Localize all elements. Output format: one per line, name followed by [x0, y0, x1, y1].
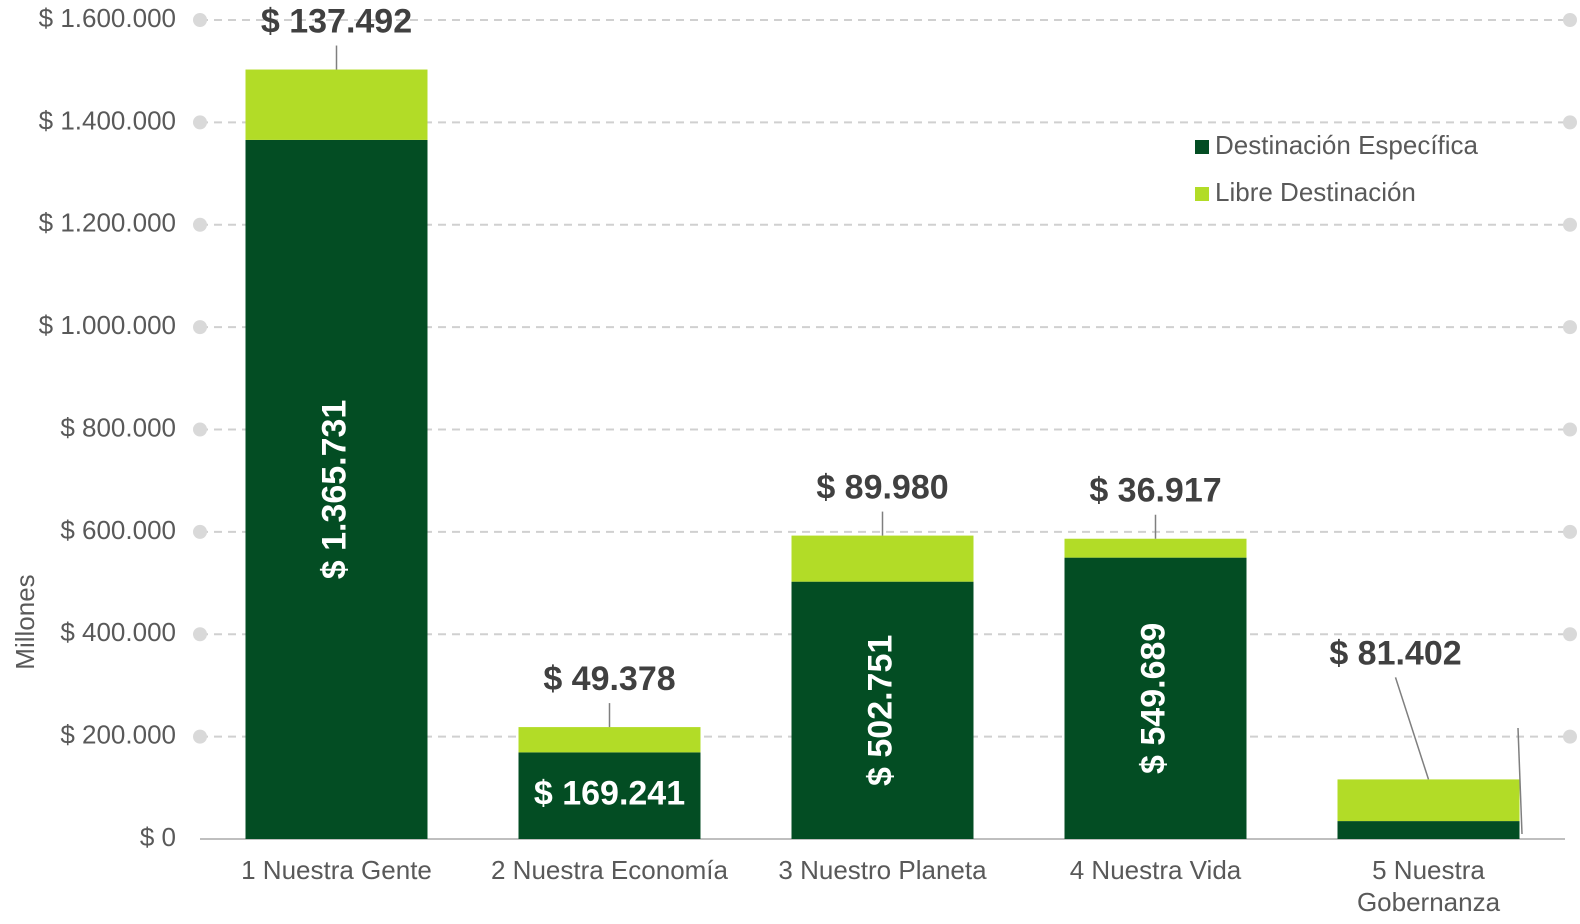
- y-tick-label: $ 0: [140, 822, 176, 852]
- grid-dot: [193, 320, 207, 335]
- y-tick-label: $ 400.000: [60, 617, 176, 647]
- leader-line: [1517, 727, 1523, 835]
- grid-dot: [1563, 524, 1577, 539]
- grid-dot: [1563, 217, 1577, 232]
- y-tick-label: $ 800.000: [60, 412, 176, 442]
- grid-dot: [193, 422, 207, 437]
- x-tick-label: 5 Nuestra Gobernanza: [1357, 855, 1501, 917]
- bar-segment: [1337, 779, 1520, 822]
- data-label: $ 549.689: [1134, 623, 1172, 774]
- y-axis-title: Millones: [10, 574, 40, 669]
- bar-segment: [791, 581, 974, 839]
- legend-label: Destinación Específica: [1215, 130, 1479, 160]
- data-label: $ 137.492: [261, 3, 412, 41]
- grid-dot: [1563, 13, 1577, 27]
- y-tick-label: $ 200.000: [60, 720, 176, 750]
- y-tick-label: $ 1.200.000: [39, 208, 176, 238]
- legend-swatch: [1195, 187, 1209, 201]
- bar-segment: [791, 535, 974, 582]
- grid-dot: [1563, 115, 1577, 130]
- grid-dot: [1563, 422, 1577, 437]
- bar-segment: [245, 69, 428, 140]
- x-tick-label: 3 Nuestro Planeta: [778, 855, 987, 885]
- data-label: $ 49.378: [543, 660, 675, 698]
- grid-dot: [193, 524, 207, 539]
- data-label: $ 36.917: [1089, 472, 1221, 510]
- y-tick-label: $ 1.000.000: [39, 310, 176, 340]
- data-label: $ 502.751: [861, 635, 899, 786]
- grid-dot: [193, 115, 207, 130]
- legend-label: Libre Destinación: [1215, 177, 1416, 207]
- bar-segment: [1064, 538, 1247, 558]
- grid-dot: [193, 13, 207, 27]
- y-tick-label: $ 1.400.000: [39, 105, 176, 135]
- grid-dot: [1563, 320, 1577, 335]
- grid-dot: [193, 217, 207, 232]
- bar-segment: [1337, 821, 1520, 839]
- x-tick-label: 2 Nuestra Economía: [491, 855, 729, 885]
- bar-segment: [518, 727, 701, 753]
- grid-dot: [193, 627, 207, 642]
- grid-dot: [1563, 729, 1577, 744]
- y-tick-label: $ 600.000: [60, 515, 176, 545]
- bar-segment: [1064, 557, 1247, 839]
- grid-dot: [1563, 627, 1577, 642]
- data-label: $ 81.402: [1329, 634, 1461, 672]
- x-tick-label: 1 Nuestra Gente: [241, 855, 432, 885]
- leader-line: [1394, 677, 1430, 780]
- x-tick-label: 4 Nuestra Vida: [1070, 855, 1242, 885]
- bar-segment: [518, 752, 701, 839]
- bar-segment: [245, 139, 428, 839]
- data-label: $ 89.980: [816, 469, 948, 507]
- y-tick-label: $ 1.600.000: [39, 3, 176, 33]
- data-label: $ 1.365.731: [315, 400, 353, 580]
- data-label: $ 169.241: [534, 775, 685, 813]
- legend-swatch: [1195, 140, 1209, 154]
- grid-dot: [193, 729, 207, 744]
